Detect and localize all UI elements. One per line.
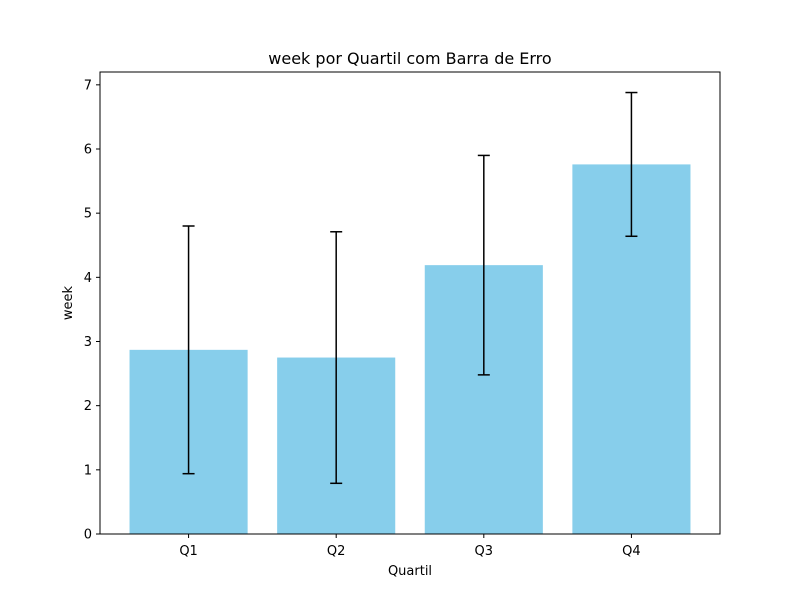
x-tick-label: Q1: [179, 544, 198, 559]
y-tick-label: 6: [84, 143, 92, 158]
error-bar-q3: [477, 154, 490, 376]
y-tick-label: 4: [84, 271, 92, 286]
y-tick-label: 7: [84, 78, 92, 93]
x-axis: Q1 Q2 Q3 Q4: [179, 534, 641, 559]
y-axis-label: week: [61, 285, 76, 320]
error-bars-group: [182, 91, 638, 485]
y-tick-label: 0: [84, 528, 92, 543]
y-tick-label: 3: [84, 335, 92, 350]
chart-title: week por Quartil com Barra de Erro: [268, 49, 551, 68]
y-tick-label: 5: [84, 207, 92, 222]
x-tick-label: Q2: [327, 544, 346, 559]
x-tick-label: Q4: [622, 544, 641, 559]
error-bar-q2: [330, 231, 343, 485]
bars-group: [129, 164, 691, 534]
y-tick-label: 2: [84, 399, 92, 414]
plot-frame: [99, 71, 721, 535]
y-tick-label: 1: [84, 463, 92, 478]
error-bar-q4: [625, 91, 638, 238]
x-axis-label: Quartil: [388, 564, 432, 579]
y-axis: 0 1 2 3 4 5 6 7: [84, 78, 100, 543]
x-tick-label: Q3: [475, 544, 494, 559]
error-bar-q1: [182, 225, 195, 475]
